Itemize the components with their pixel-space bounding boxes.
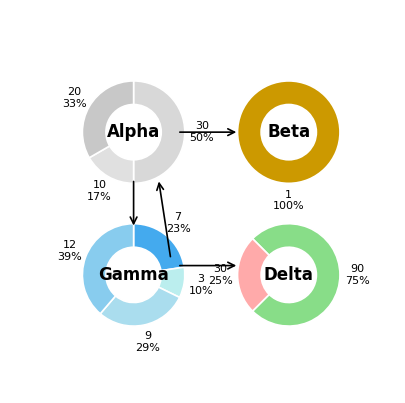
Text: Delta: Delta	[263, 266, 313, 284]
Text: 7
23%: 7 23%	[165, 212, 190, 234]
Text: Beta: Beta	[266, 123, 309, 141]
Wedge shape	[89, 146, 133, 183]
Wedge shape	[82, 224, 133, 314]
Wedge shape	[100, 287, 179, 326]
Wedge shape	[133, 81, 184, 183]
Text: 30
50%: 30 50%	[189, 121, 214, 143]
Text: 30
25%: 30 25%	[208, 264, 232, 286]
Text: Gamma: Gamma	[98, 266, 168, 284]
Text: Alpha: Alpha	[107, 123, 160, 141]
Text: 12
39%: 12 39%	[57, 240, 82, 262]
Wedge shape	[158, 267, 184, 297]
Wedge shape	[237, 239, 269, 311]
Text: 1
100%: 1 100%	[272, 190, 304, 211]
Text: 3
10%: 3 10%	[188, 274, 213, 296]
Text: 10
17%: 10 17%	[87, 181, 111, 202]
Text: 9
29%: 9 29%	[134, 331, 160, 353]
Text: 20
33%: 20 33%	[62, 87, 87, 109]
Wedge shape	[82, 81, 133, 158]
Text: 90
75%: 90 75%	[344, 264, 369, 286]
Wedge shape	[133, 224, 184, 271]
Wedge shape	[237, 81, 339, 183]
Wedge shape	[252, 224, 339, 326]
